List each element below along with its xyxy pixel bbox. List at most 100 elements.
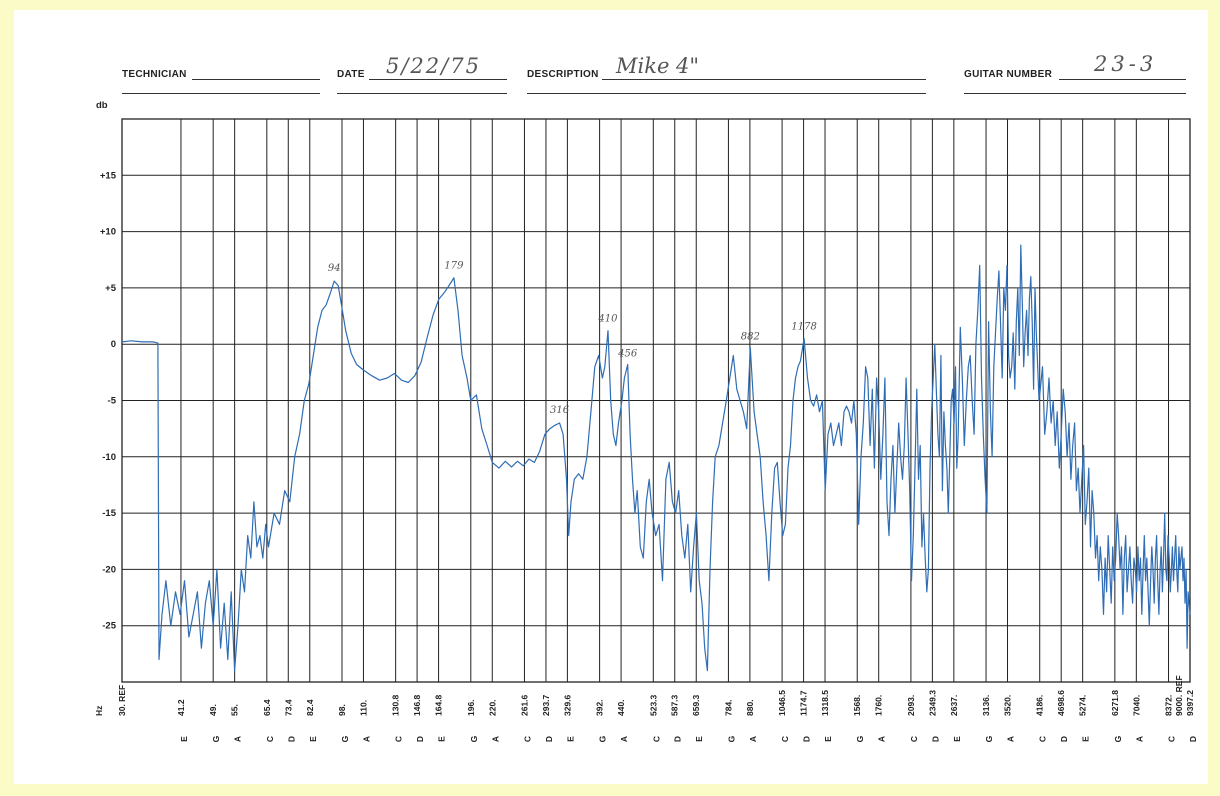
x-tick-note: C	[1167, 736, 1177, 742]
x-tick-note: A	[877, 736, 887, 742]
description-line	[602, 79, 926, 80]
x-tick-label: 2349.3	[927, 690, 937, 716]
x-tick-label: 41.2	[176, 699, 186, 716]
x-tick-note: E	[308, 736, 318, 742]
date-line-2	[337, 93, 507, 94]
x-tick-label: 5274.	[1078, 695, 1088, 716]
x-tick-note: G	[855, 735, 865, 742]
x-tick-label: 65.4	[262, 699, 272, 716]
x-tick-note: G	[211, 735, 221, 742]
y-tick-label: -10	[102, 452, 116, 463]
x-tick-label: 7040.	[1131, 695, 1141, 716]
form-header: TECHNICIAN DATE 5/22/75 DESCRIPTION Mike…	[14, 10, 1208, 110]
x-tick-label: 1318.5	[820, 690, 830, 716]
date-value: 5/22/75	[386, 54, 481, 78]
x-tick-label: 2637.	[949, 695, 959, 716]
x-tick-note: E	[437, 736, 447, 742]
x-tick-note: C	[909, 736, 919, 742]
technician-line	[192, 79, 320, 80]
x-ref-start-label: 30. REF	[117, 685, 127, 716]
guitar-number-line-2	[964, 93, 1186, 94]
x-tick-note: C	[1038, 736, 1048, 742]
x-tick-label: 659.3	[691, 694, 701, 716]
peak-annotation: 410	[597, 314, 618, 325]
x-axis-label: Hz	[94, 706, 104, 716]
x-tick-note: E	[565, 736, 575, 742]
x-tick-note: A	[361, 736, 371, 742]
x-tick-note: A	[1134, 736, 1144, 742]
x-tick-label: 880.	[745, 699, 755, 716]
x-tick-note: C	[394, 736, 404, 742]
x-tick-label: 130.8	[391, 694, 401, 716]
x-tick-label: 3520.	[1003, 695, 1013, 716]
x-tick-note: D	[544, 736, 554, 742]
x-tick-note: G	[340, 735, 350, 742]
guitar-number-value: 23-3	[1094, 52, 1158, 76]
y-tick-label: 0	[111, 339, 116, 350]
x-tick-label: 523.3	[648, 694, 658, 716]
x-tick-note: E	[694, 736, 704, 742]
x-tick-note: G	[598, 735, 608, 742]
x-tick-note: A	[233, 736, 243, 742]
x-tick-note: G	[1113, 735, 1123, 742]
peak-annotation: 94	[328, 263, 341, 274]
y-tick-label: -15	[102, 508, 116, 519]
y-tick-label: -20	[102, 564, 116, 575]
x-tick-note: G	[469, 735, 479, 742]
y-tick-label: +5	[105, 283, 117, 294]
peak-annotation: 316	[550, 405, 570, 416]
x-tick-label: 220.	[487, 699, 497, 716]
frequency-response-chart: db +15 +10 +5 0 -5 -10 -15 -20 -25 41.2 E 49. G 55. A…	[94, 100, 1198, 743]
x-tick-label: 293.7	[541, 694, 551, 716]
x-tick-note: G	[984, 735, 994, 742]
peak-annotation: 456	[617, 348, 638, 359]
x-tick-note: C	[265, 736, 275, 742]
x-tick-label: 3136.	[981, 695, 991, 716]
peak-annotation: 179	[444, 261, 464, 272]
x-tick-labels: 41.2 E 49. G 55. A 65.4 C 73.4 D 82.4 E 98. G 110. A 130…	[176, 690, 1198, 743]
x-tick-label: 392.	[595, 699, 605, 716]
peak-annotations: 94 179 316 410 456 882 1178	[328, 261, 817, 416]
x-tick-note: D	[1188, 736, 1198, 742]
description-line-2	[527, 93, 926, 94]
y-tick-label: +10	[100, 227, 116, 238]
description-label: DESCRIPTION	[527, 69, 599, 80]
y-tick-label: -25	[102, 621, 116, 632]
x-tick-note: D	[415, 736, 425, 742]
x-tick-note: E	[179, 736, 189, 742]
x-tick-note: C	[780, 736, 790, 742]
guitar-number-line	[1059, 79, 1186, 80]
x-tick-note: C	[522, 736, 532, 742]
x-tick-label: 98.	[337, 704, 347, 716]
x-tick-note: E	[823, 736, 833, 742]
x-tick-label: 55.	[230, 704, 240, 716]
x-tick-label: 164.8	[434, 694, 444, 716]
x-tick-note: A	[1006, 736, 1016, 742]
x-tick-label: 110.	[358, 700, 368, 716]
x-tick-label: 1760.	[874, 695, 884, 716]
technician-label: TECHNICIAN	[122, 69, 187, 80]
x-tick-label: 8372.	[1164, 695, 1174, 716]
peak-annotation: 882	[741, 332, 760, 343]
x-tick-note: A	[490, 736, 500, 742]
x-tick-label: 1568.	[852, 695, 862, 716]
technician-line-2	[122, 93, 320, 94]
x-tick-note: E	[952, 736, 962, 742]
x-tick-note: D	[673, 736, 683, 742]
plot-frame	[121, 118, 1191, 683]
x-tick-label: 82.4	[305, 699, 315, 716]
x-tick-note: D	[286, 736, 296, 742]
x-tick-note: D	[930, 736, 940, 742]
y-tick-labels: +15 +10 +5 0 -5 -10 -15 -20 -25	[100, 170, 117, 631]
x-tick-label: 73.4	[283, 699, 293, 716]
x-tick-note: G	[726, 735, 736, 742]
horizontal-gridlines	[122, 174, 1190, 627]
date-label: DATE	[337, 69, 365, 80]
x-tick-label: 440.	[616, 699, 626, 716]
x-tick-note: C	[651, 736, 661, 742]
x-tick-label: 4698.6	[1056, 690, 1066, 716]
x-tick-label: 587.3	[670, 694, 680, 716]
x-tick-note: D	[802, 736, 812, 742]
description-value: Mike 4"	[616, 54, 700, 78]
x-tick-label: 261.6	[519, 694, 529, 716]
